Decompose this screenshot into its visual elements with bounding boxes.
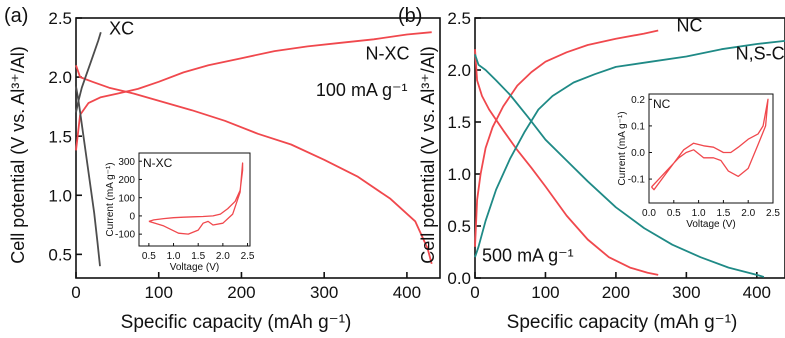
panel-a-x-tick-label: 300 xyxy=(310,283,338,302)
panel-a-annotation: XC xyxy=(109,19,134,39)
panel-a-annotation: N-XC xyxy=(366,43,410,63)
panel-a-inset-x-tick-label: 0.5 xyxy=(142,251,156,262)
panel-b-inset-x-tick-label: 2.0 xyxy=(741,208,755,219)
panel-b-y-tick-label: 0.5 xyxy=(447,217,471,236)
panel-a-plot-area: 0 100 200 300 400 0.5 1.0 1.5 2.0 2.5 N-XC XC 100 mA… xyxy=(48,9,441,302)
panel-a-inset-y-tick-label: -100 xyxy=(115,230,135,241)
panel-b-y-tick-label: 2.5 xyxy=(447,9,471,28)
panel-a-series-xc-charge xyxy=(75,31,102,113)
panel-a-y-tick-label: 1.0 xyxy=(48,186,72,205)
panel-b-inset-y-axis-title: Current (mA g⁻¹) xyxy=(617,111,628,185)
panel-a-inset-y-tick-label: 200 xyxy=(118,175,135,186)
panel-a-inset-y-tick-label: 100 xyxy=(118,193,135,204)
panel-b-inset-x-tick-label: 2.5 xyxy=(766,208,780,219)
panel-a-inset-y-tick-label: 0 xyxy=(129,212,135,223)
panel-a-inset-x-tick-label: 2.0 xyxy=(216,251,230,262)
panel-b-series-n-s-c-charge xyxy=(474,40,785,258)
panel-a-inset-frame xyxy=(138,152,251,247)
panel-a-x-tick-label: 400 xyxy=(393,283,421,302)
panel-a-annotation: 100 mA g⁻¹ xyxy=(316,80,408,100)
panel-b-inset-label: NC xyxy=(653,97,671,111)
panel-b-inset-x-axis-title: Voltage (V) xyxy=(686,219,735,230)
panel-a-y-axis-title: Cell potential (V vs. Al³⁺/Al) xyxy=(8,46,28,264)
panel-a-series-xc-discharge xyxy=(75,86,101,267)
panel-a-inset-x-tick-label: 2.5 xyxy=(241,251,255,262)
panel-b-inset-y-tick-label: 0.1 xyxy=(631,122,645,133)
panel-a-inset: 0.5 1.0 1.5 2.0 2.5 -100 0 100 200 300 N-XC Voltage… xyxy=(105,152,255,273)
panel-a-inset-y-axis-title: Current (mA g⁻¹) xyxy=(105,162,116,236)
panel-b-inset-x-tick-label: 0.0 xyxy=(642,208,656,219)
panel-b-inset-y-tick-label: 0.0 xyxy=(631,148,645,159)
panel-b-inset-x-tick-label: 1.0 xyxy=(692,208,706,219)
panel-b-annotation: NC xyxy=(677,16,703,36)
panel-b-inset-y-tick-label: -0.1 xyxy=(628,175,646,186)
panel-a-x-axis-title: Specific capacity (mAh g⁻¹) xyxy=(121,312,352,333)
panel-a-inset-label: N-XC xyxy=(143,156,173,170)
panel-a-x-tick-label: 200 xyxy=(227,283,255,302)
panel-b-series-nc-discharge xyxy=(474,49,659,276)
panel-a-y-tick-label: 2.5 xyxy=(48,9,72,28)
panel-b-inset-cv-curve xyxy=(651,98,769,191)
panel-a-label: (a) xyxy=(4,5,28,27)
panel-b-series-n-s-c-discharge xyxy=(474,54,765,278)
panel-b-inset: 0.0 0.5 1.0 1.5 2.0 2.5 -0.1 0.0 0.1 0.2 NC Voltage… xyxy=(617,93,780,230)
panel-b-inset-y-tick-label: 0.2 xyxy=(631,95,645,106)
panel-a-inset-cv-curve xyxy=(148,162,244,235)
panel-b-label: (b) xyxy=(398,5,422,27)
panel-b-x-axis-title: Specific capacity (mAh g⁻¹) xyxy=(507,312,738,333)
panel-b-x-tick-label: 200 xyxy=(602,283,630,302)
panel-a-y-tick-label: 1.5 xyxy=(48,127,72,146)
panel-b-inset-x-tick-label: 0.5 xyxy=(667,208,681,219)
panel-a-inset-x-axis-title: Voltage (V) xyxy=(170,262,219,273)
panel-a-inset-x-tick-label: 1.5 xyxy=(191,251,205,262)
panel-b-y-tick-label: 1.0 xyxy=(447,165,471,184)
panel-a: (a) 0 100 200 300 400 0.5 1.0 1.5 2.0 2.5 N-XC XC 10… xyxy=(4,5,441,333)
panel-b-inset-frame xyxy=(648,93,774,204)
panel-b-x-tick-label: 100 xyxy=(531,283,559,302)
panel-a-y-tick-label: 0.5 xyxy=(48,245,72,264)
panel-a-x-tick-label: 0 xyxy=(71,283,80,302)
panel-a-series-n-xc-discharge xyxy=(75,65,433,265)
panel-a-y-tick-label: 2.0 xyxy=(48,68,72,87)
panel-b-frame xyxy=(474,17,785,279)
panel-b-x-tick-label: 0 xyxy=(470,283,479,302)
panel-b-series-nc-charge xyxy=(474,29,659,247)
panel-a-series-n-xc-charge xyxy=(75,31,432,151)
panel-b-annotation: 500 mA g⁻¹ xyxy=(482,245,574,265)
panel-b-plot-area: 0 100 200 300 400 0.0 0.5 1.0 1.5 2.0 2.5 NC N,S-C 50… xyxy=(447,9,785,302)
panel-b-x-tick-label: 300 xyxy=(672,283,700,302)
panel-b-y-axis-title: Cell potential (V vs. Al³⁺/Al) xyxy=(418,46,438,264)
panel-a-inset-y-tick-label: 300 xyxy=(118,157,135,168)
panel-b-inset-x-tick-label: 1.5 xyxy=(716,208,730,219)
panel-b: (b) 0 100 200 300 400 0.0 0.5 1.0 1.5 2.0 2.5 NC N,S… xyxy=(398,5,785,333)
panel-a-inset-x-tick-label: 1.0 xyxy=(167,251,181,262)
panel-b-y-tick-label: 0.0 xyxy=(447,269,471,288)
panel-b-y-tick-label: 1.5 xyxy=(447,113,471,132)
panel-b-y-tick-label: 2.0 xyxy=(447,61,471,80)
panel-b-x-tick-label: 400 xyxy=(743,283,771,302)
panel-b-annotation: N,S-C xyxy=(736,44,785,64)
panel-a-x-tick-label: 100 xyxy=(145,283,173,302)
